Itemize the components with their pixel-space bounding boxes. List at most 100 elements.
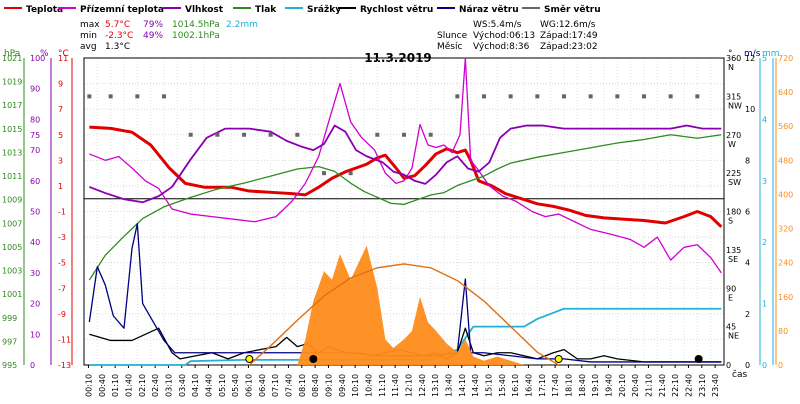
wind-dir-point xyxy=(268,132,273,137)
rate-tick-label: 720 xyxy=(778,54,793,63)
x-tick-label: 09:10 xyxy=(324,374,333,397)
x-tick-label: 05:10 xyxy=(218,374,227,397)
wind-dir-point xyxy=(588,94,593,99)
temp-tick-label: 1 xyxy=(58,182,63,191)
left-axes: hPa% °C1021101910171015101310111009100710… xyxy=(2,49,73,370)
press-tick-label: 1009 xyxy=(2,196,22,205)
hum-tick-label: 70 xyxy=(30,146,40,155)
x-tick-label: 22:10 xyxy=(671,374,680,397)
wind-dir-point xyxy=(87,94,92,99)
press-tick-label: 997 xyxy=(2,337,17,346)
ms-tick-label: 0 xyxy=(762,361,767,370)
x-tick-label: 18:40 xyxy=(578,374,587,397)
x-tick-label: 14:10 xyxy=(458,374,467,397)
wind-dir-point xyxy=(508,94,513,99)
wind-dir-point xyxy=(322,171,326,176)
rate-tick-label: 320 xyxy=(778,225,793,234)
wind-dir-point xyxy=(295,132,300,137)
temp-tick-label: 5 xyxy=(58,131,63,140)
sun-label: Slunce xyxy=(437,31,468,41)
press-tick-label: 1007 xyxy=(2,219,22,228)
x-tick-label: 20:40 xyxy=(631,374,640,397)
sunset-marker xyxy=(554,355,563,363)
ms-tick-label: 3 xyxy=(762,177,767,186)
legend-label: Tlak xyxy=(255,5,277,15)
x-tick-label: 19:10 xyxy=(591,374,600,397)
temp-tick-label: 3 xyxy=(58,156,63,165)
ms-tick-label: 4 xyxy=(762,115,767,124)
unit-mm: mm xyxy=(762,49,780,59)
x-tick-label: 06:40 xyxy=(258,374,267,397)
x-tick-label: 17:10 xyxy=(538,374,547,397)
unit-hpa: hPa xyxy=(4,49,20,59)
press-tick-label: 1003 xyxy=(2,267,22,276)
series-group xyxy=(87,57,723,366)
wind-dir-point xyxy=(242,132,246,137)
wind-speed-info: WS:5.4m/s xyxy=(473,20,522,30)
wind-dir-point xyxy=(188,132,193,137)
series-teplota xyxy=(89,125,723,228)
series-smer-vetru xyxy=(87,94,700,176)
unit-ms: m/s xyxy=(744,49,761,59)
x-tick-label: 11:10 xyxy=(378,374,387,397)
ms-tick-label: 5 xyxy=(762,54,767,63)
wind-dir-point xyxy=(562,94,566,99)
moonset-marker xyxy=(694,355,703,363)
temp-tick-label: -5 xyxy=(58,259,66,268)
x-tick-label: 12:40 xyxy=(418,374,427,397)
dir-tick-label: E xyxy=(728,293,733,302)
x-tick-label: 11:40 xyxy=(391,374,400,397)
press-tick-label: 1005 xyxy=(2,243,22,252)
wind-dir-point xyxy=(162,94,166,99)
press-tick-label: 995 xyxy=(2,361,17,370)
mm-tick-label: 2 xyxy=(745,310,750,319)
x-tick-label: 07:40 xyxy=(284,374,293,397)
x-tick-label: 16:40 xyxy=(524,374,533,397)
mm-tick-label: 6 xyxy=(745,208,750,217)
right-axes: ° m/s mm360N315NW270W225SW180S135SE90E45NE… xyxy=(726,49,793,380)
time-axis-label: čas xyxy=(732,369,747,380)
mm-tick-label: 4 xyxy=(745,259,750,268)
legend-label: Rychlost větru xyxy=(360,4,433,15)
x-tick-label: 19:40 xyxy=(604,374,613,397)
x-tick-label: 12:10 xyxy=(404,374,413,397)
wind-dir-point xyxy=(375,132,380,137)
mm-tick-label: 8 xyxy=(745,156,750,165)
stat-avg-temp: 1.3°C xyxy=(105,42,130,52)
press-tick-label: 1017 xyxy=(2,101,22,110)
press-tick-label: 1015 xyxy=(2,125,22,134)
stat-max-rain: 2.2mm xyxy=(226,20,258,30)
x-tick-label: 03:40 xyxy=(178,374,187,397)
stats-block: max 5.7°C 79% 1014.5hPa 2.2mm min -2.3°C 49% 100… xyxy=(80,20,258,52)
wind-dir-point xyxy=(108,94,113,99)
dir-tick-label: 90 xyxy=(726,284,736,293)
series-tlak xyxy=(88,134,722,281)
x-tick-label: 05:40 xyxy=(231,374,240,397)
rate-tick-label: 0 xyxy=(778,361,783,370)
x-tick-label: 21:10 xyxy=(644,374,653,397)
temp-tick-label: -3 xyxy=(58,233,66,242)
x-tick-label: 10:10 xyxy=(351,374,360,397)
hum-tick-label: 75 xyxy=(30,131,40,140)
x-tick-label: 23:40 xyxy=(711,374,720,397)
unit-degc: °C xyxy=(58,49,69,59)
wind-dir-point xyxy=(668,94,673,99)
x-tick-label: 02:40 xyxy=(151,374,160,397)
moonset-info: Západ:23:02 xyxy=(540,42,598,52)
sunset-info: Západ:17:49 xyxy=(540,31,598,41)
wind-dir-point xyxy=(482,94,486,99)
hum-tick-label: 40 xyxy=(30,238,40,247)
x-tick-label: 03:10 xyxy=(164,374,173,397)
x-tick-label: 00:10 xyxy=(84,374,93,397)
temp-tick-label: 7 xyxy=(58,105,63,114)
x-tick-label: 17:40 xyxy=(551,374,560,397)
dir-tick-label: SW xyxy=(728,178,741,187)
wind-dir-point xyxy=(402,132,406,137)
ms-tick-label: 2 xyxy=(762,238,767,247)
dir-tick-label: 45 xyxy=(726,323,736,332)
legend-label: Přízemní teplota xyxy=(80,5,164,15)
hum-tick-label: 10 xyxy=(30,330,40,339)
rate-tick-label: 400 xyxy=(778,190,793,199)
temp-tick-label: -13 xyxy=(58,361,71,370)
x-tick-label: 22:40 xyxy=(684,374,693,397)
